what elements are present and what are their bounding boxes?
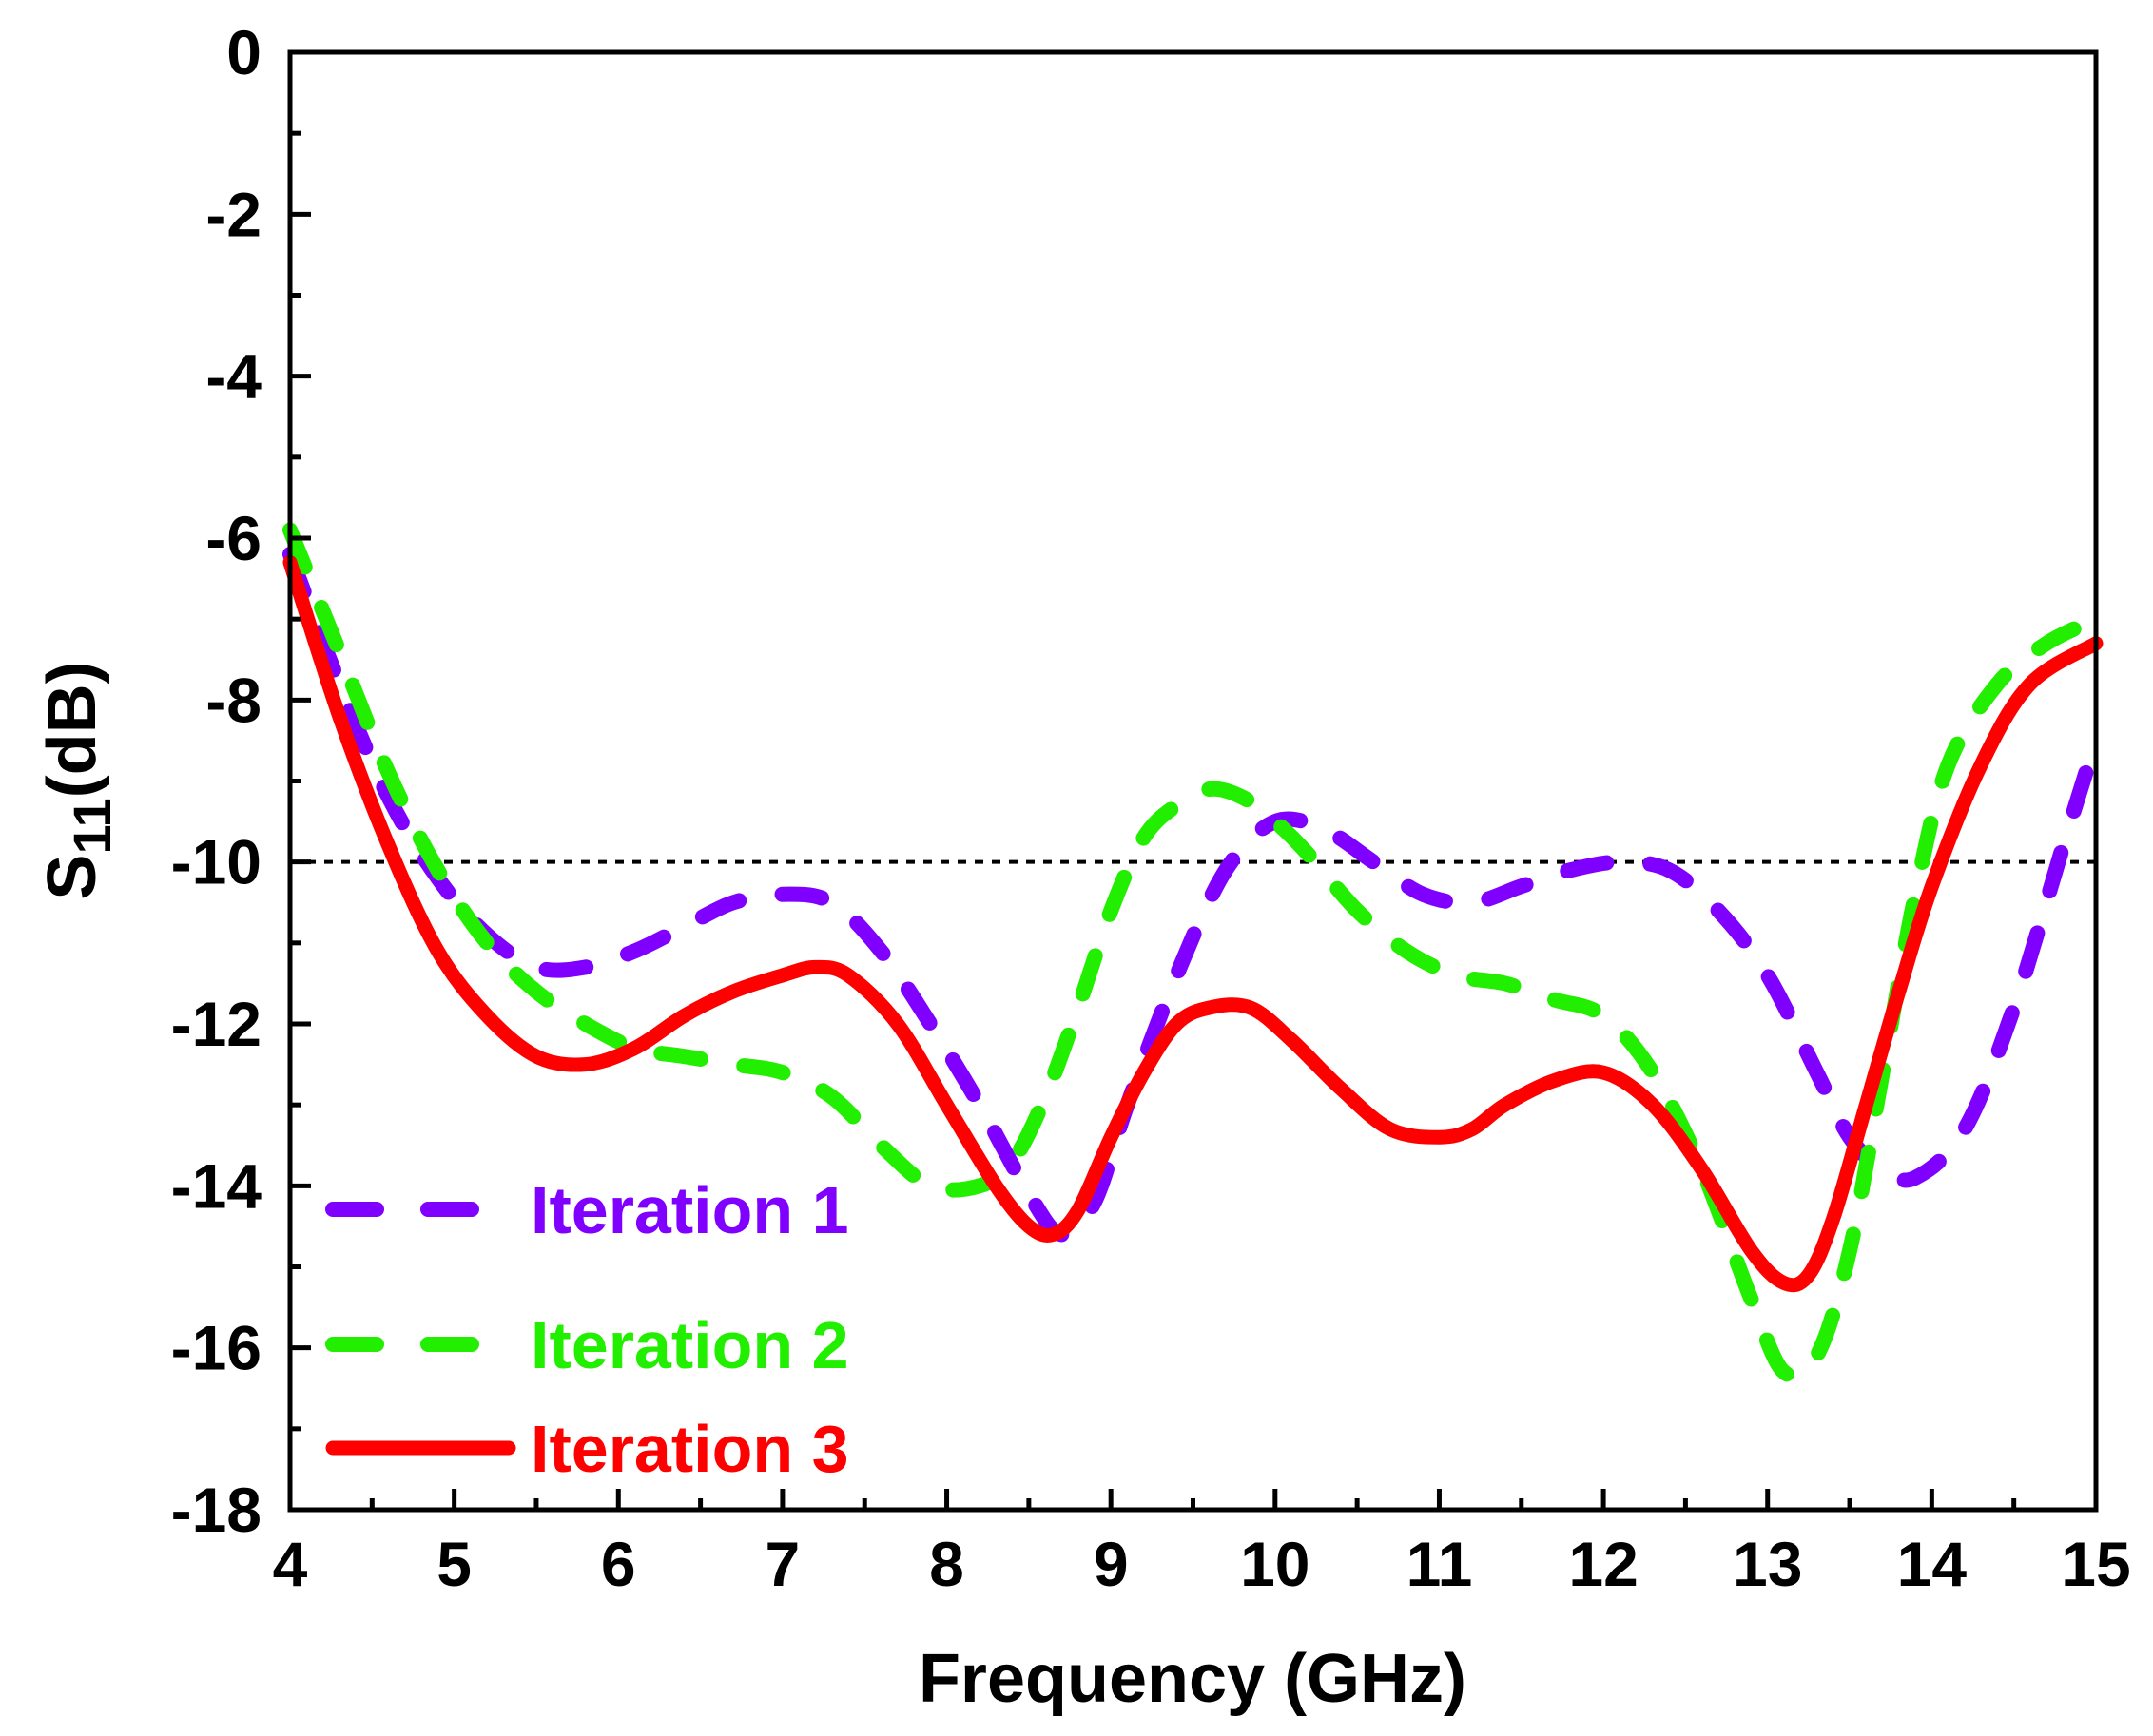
y-tick-label: -10 xyxy=(171,827,262,897)
x-tick-label: 11 xyxy=(1406,1529,1473,1599)
legend: Iteration 1 Iteration 2 Iteration 3 xyxy=(325,1173,849,1486)
x-tick-label: 12 xyxy=(1568,1529,1638,1599)
y-axis-title: S11(dB) xyxy=(34,661,122,899)
y-tick-label: -18 xyxy=(171,1475,262,1545)
y-tick-labels: 0 -2 -4 -6 -8 -10 -12 -14 -16 -18 xyxy=(171,17,262,1545)
y-tick-label: -12 xyxy=(171,989,262,1059)
x-tick-label: 10 xyxy=(1240,1529,1309,1599)
plot-frame xyxy=(287,49,2099,1513)
y-axis-title-base: S xyxy=(34,855,110,900)
axis-ticks xyxy=(287,49,2099,1513)
y-axis-title-unit: (dB) xyxy=(34,661,110,798)
y-tick-label: 0 xyxy=(226,17,262,87)
x-axis-title: Frequency (GHz) xyxy=(919,1641,1466,1717)
y-tick-label: -8 xyxy=(205,665,262,735)
y-tick-label: -4 xyxy=(205,341,262,412)
y-tick-label: -14 xyxy=(171,1150,262,1221)
y-tick-label: -2 xyxy=(205,179,262,249)
y-axis-title-subscript: 11 xyxy=(62,798,122,854)
y-tick-label: -16 xyxy=(171,1313,262,1383)
legend-label-iteration-3: Iteration 3 xyxy=(531,1412,849,1486)
legend-label-iteration-1: Iteration 1 xyxy=(531,1173,849,1247)
x-tick-label: 14 xyxy=(1897,1529,1968,1599)
x-tick-label: 13 xyxy=(1733,1529,1802,1599)
series-line-iteration-3 xyxy=(282,555,2104,1293)
series-line-iteration-1 xyxy=(282,547,2104,1243)
x-tick-label: 8 xyxy=(929,1529,964,1599)
series-layer xyxy=(282,522,2104,1384)
x-tick-label: 4 xyxy=(273,1529,308,1599)
x-tick-label: 9 xyxy=(1094,1529,1129,1599)
legend-label-iteration-2: Iteration 2 xyxy=(531,1308,849,1382)
x-tick-label: 5 xyxy=(436,1529,472,1599)
x-tick-labels: 4 5 6 7 8 9 10 11 12 13 14 15 xyxy=(273,1529,2131,1599)
x-tick-label: 7 xyxy=(766,1529,801,1599)
x-tick-label: 6 xyxy=(601,1529,636,1599)
x-tick-label: 15 xyxy=(2061,1529,2130,1599)
y-tick-label: -6 xyxy=(205,503,262,573)
series-line-iteration-2 xyxy=(282,522,2104,1384)
